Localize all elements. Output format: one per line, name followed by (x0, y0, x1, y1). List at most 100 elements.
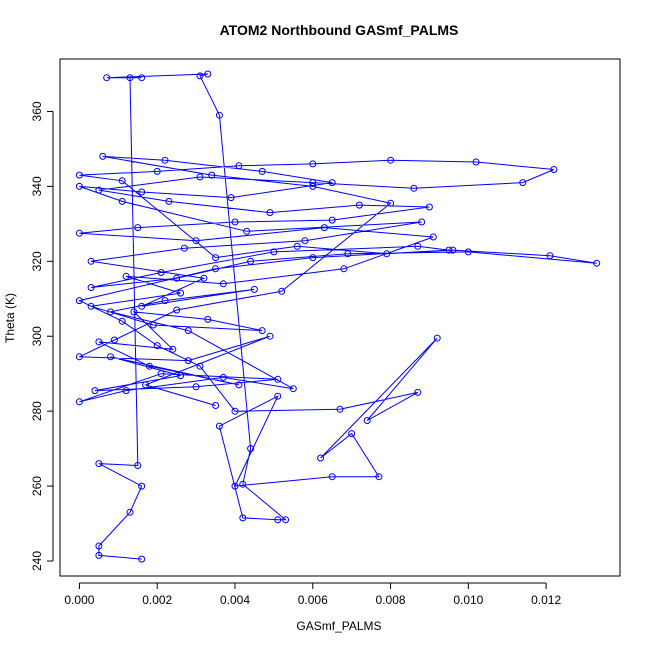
data-point (227, 194, 235, 202)
data-point (309, 160, 317, 168)
data-point (282, 516, 290, 524)
data-point (219, 280, 227, 288)
data-point (204, 315, 212, 323)
data-point (75, 353, 83, 361)
data-point (258, 167, 266, 175)
data-point (200, 274, 208, 282)
data-point (239, 514, 247, 522)
data-point (243, 227, 251, 235)
data-point (355, 201, 363, 209)
data-point (75, 229, 83, 237)
data-point (278, 287, 286, 295)
data-point (320, 224, 328, 232)
data-point (309, 254, 317, 262)
data-point (328, 473, 336, 481)
data-point (258, 327, 266, 335)
data-point (387, 156, 395, 164)
x-tick-label: 0.000 (64, 593, 94, 607)
x-tick-label: 0.012 (531, 593, 561, 607)
data-point (445, 246, 453, 254)
data-point (95, 551, 103, 559)
data-point (95, 542, 103, 550)
data-point (449, 246, 457, 254)
data-point (425, 203, 433, 211)
data-point (247, 257, 255, 265)
data-point (208, 171, 216, 179)
data-point (184, 357, 192, 365)
data-point (95, 186, 103, 194)
data-point (309, 182, 317, 190)
data-point (375, 473, 383, 481)
data-point (107, 308, 115, 316)
data-point (75, 398, 83, 406)
data-point (75, 297, 83, 305)
data-point (192, 237, 200, 245)
data-point (464, 248, 472, 256)
data-point (95, 460, 103, 468)
plot-area-border (59, 58, 621, 577)
data-point (266, 332, 274, 340)
data-point (414, 242, 422, 250)
data-point (177, 372, 185, 380)
data-point (192, 383, 200, 391)
data-point (414, 388, 422, 396)
data-point (138, 74, 146, 82)
data-point (231, 218, 239, 226)
data-point (550, 166, 558, 173)
data-point (293, 242, 301, 250)
data-point (215, 111, 223, 119)
data-point (247, 445, 255, 453)
data-point (138, 555, 146, 563)
data-point (212, 402, 220, 409)
data-point (328, 216, 336, 224)
y-tick-label: 320 (30, 251, 44, 271)
x-axis: 0.000 0.002 0.004 0.006 0.008 0.010 0.012 (64, 582, 561, 607)
series-line-0 (77, 73, 597, 560)
data-point (122, 387, 130, 395)
data-point (161, 156, 169, 164)
data-point (235, 381, 243, 389)
data-point (99, 152, 107, 160)
data-point (180, 244, 188, 252)
data-point (126, 74, 134, 82)
data-point (433, 334, 441, 342)
data-point (546, 252, 554, 260)
x-tick-label: 0.004 (220, 593, 250, 607)
data-point (169, 345, 177, 353)
data-point (87, 302, 95, 310)
data-point (138, 482, 146, 490)
data-point (289, 385, 297, 393)
data-point (153, 342, 161, 350)
x-tick-label: 0.002 (142, 593, 172, 607)
data-point (274, 392, 282, 400)
data-point (91, 387, 99, 395)
data-point (138, 188, 146, 196)
y-axis: 240 260 280 300 320 340 360 (30, 101, 54, 571)
data-point (472, 158, 480, 166)
y-tick-label: 340 (30, 176, 44, 196)
data-point (196, 72, 204, 80)
data-point (274, 375, 282, 383)
data-point (87, 284, 95, 291)
data-point (145, 362, 153, 370)
data-point (328, 179, 336, 187)
data-point (219, 373, 227, 381)
data-point (196, 173, 204, 181)
data-point (274, 516, 282, 524)
data-point (118, 177, 126, 185)
data-point (153, 167, 161, 175)
data-point (122, 272, 130, 280)
data-point (231, 407, 239, 415)
y-tick-label: 360 (30, 101, 44, 121)
data-point (387, 199, 395, 207)
x-axis-label: GASmf_PALMS (296, 619, 381, 633)
data-point (95, 338, 103, 346)
data-point (344, 250, 352, 258)
data-point (177, 289, 185, 297)
data-point (383, 250, 391, 258)
data-point (157, 269, 165, 276)
y-tick-label: 280 (30, 401, 44, 421)
data-point (126, 508, 134, 516)
data-point (184, 327, 192, 335)
data-point (173, 306, 181, 314)
